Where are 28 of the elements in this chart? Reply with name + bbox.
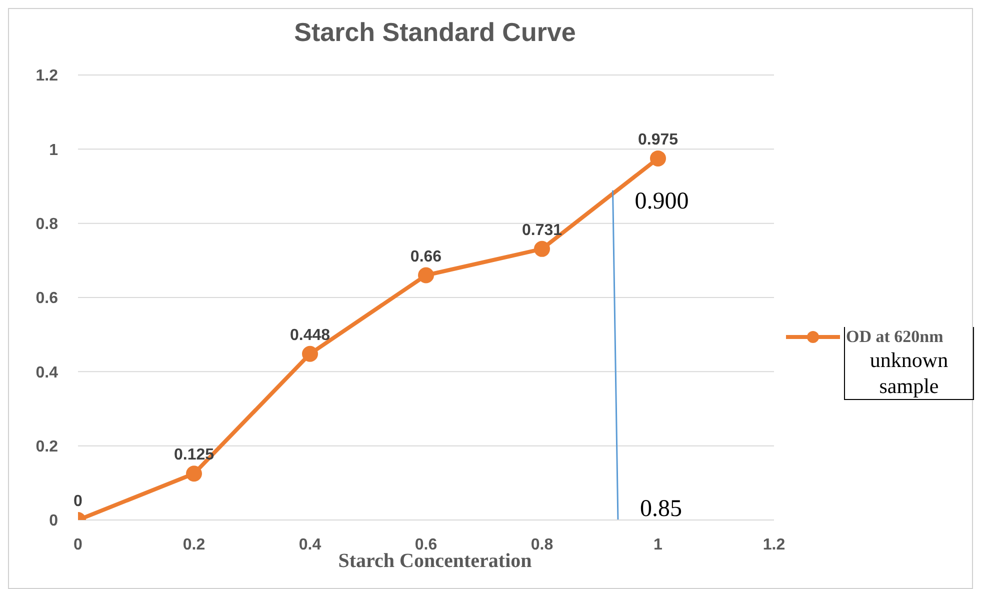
y-tick-label: 1 — [49, 142, 58, 159]
point — [650, 150, 666, 166]
point — [418, 267, 434, 284]
data-label: 0.66 — [410, 248, 442, 266]
annotation: 0.900 — [634, 188, 689, 214]
x-tick-label: 1 — [654, 536, 663, 554]
y-tick-label: 0.6 — [36, 290, 58, 308]
y-tick-label: 0.4 — [36, 364, 58, 382]
data-label: 0.731 — [522, 222, 562, 239]
x-tick-label: 0 — [74, 536, 83, 554]
y-tick-label: 0.2 — [36, 438, 58, 456]
y-tick-label: 1.2 — [36, 68, 58, 85]
x-tick-label: 0.2 — [182, 536, 206, 554]
data-label: 0 — [74, 493, 83, 510]
y-tick-label: 0.8 — [36, 216, 58, 234]
point — [302, 346, 318, 362]
x-tick-label: 0.8 — [530, 536, 554, 554]
legend-label: OD at 620nm — [846, 327, 944, 347]
y-tick-label: 0 — [49, 512, 58, 530]
x-tick-label: 1.2 — [762, 536, 786, 554]
data-label: 0.975 — [638, 131, 678, 148]
data-label: 0.448 — [290, 326, 330, 344]
chart-title: Starch Standard Curve — [293, 17, 577, 48]
x-tick-label: 0.4 — [298, 536, 322, 554]
point — [186, 466, 202, 482]
text: unknown sample — [870, 348, 948, 398]
point — [534, 240, 550, 257]
annotation: 0.85 — [640, 496, 682, 522]
